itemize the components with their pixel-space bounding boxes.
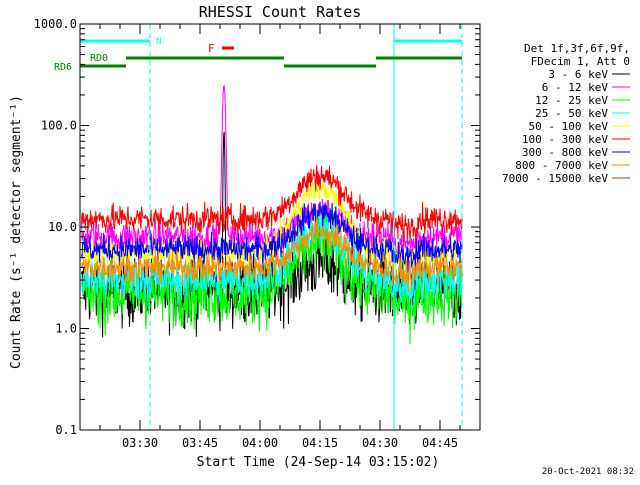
y-tick-label-4: 1000.0 [34,17,77,31]
flare-label: F [208,42,215,55]
x-tick-label-0: 03:30 [122,436,158,450]
x-tick-label-5: 04:45 [422,436,458,450]
y-tick-label-1: 1.0 [55,322,77,336]
x-tick-label-3: 04:15 [302,436,338,450]
series-line-7 [81,217,463,293]
y-tick-label-2: 10.0 [48,220,77,234]
legend-label-3: 25 - 50 keV [535,107,608,120]
legend-label-8: 7000 - 15000 keV [502,172,608,185]
legend-label-7: 800 - 7000 keV [515,159,608,172]
series-line-5 [81,165,463,243]
legend-label-5: 100 - 300 keV [522,133,608,146]
y-tick-label-3: 100.0 [41,119,77,133]
legend-label-1: 6 - 12 keV [542,81,609,94]
series-line-2 [81,211,463,345]
x-tick-label-1: 03:45 [182,436,218,450]
chart-title: RHESSI Count Rates [199,3,362,21]
legend-label-2: 12 - 25 keV [535,94,608,107]
night-label: N [156,37,161,47]
rd0-label: RD0 [90,53,108,64]
legend-label-6: 300 - 800 keV [522,146,608,159]
x-tick-label-2: 04:00 [242,436,278,450]
legend-label-4: 50 - 100 keV [529,120,609,133]
x-axis-label: Start Time (24-Sep-14 03:15:02) [197,455,440,470]
plot-area: N F RD0 RD6 0.1 1.0 10.0 100.0 1000.0 03:30 03:45 0… [34,17,481,450]
y-tick-label-0: 0.1 [55,423,77,437]
x-tick-label-4: 04:30 [362,436,398,450]
legend-header-1: FDecim 1, Att 0 [531,55,630,68]
series-line-6 [81,201,463,273]
legend: Det 1f,3f,6f,9f,FDecim 1, Att 03 - 6 keV… [502,42,630,185]
y-axis-label: Count Rate (s⁻¹ detector segment⁻¹) [9,95,24,369]
legend-header-0: Det 1f,3f,6f,9f, [524,42,630,55]
legend-label-0: 3 - 6 keV [548,68,608,81]
footer-timestamp: 20-Oct-2021 08:32 [542,467,634,477]
rd6-label: RD6 [54,62,72,73]
